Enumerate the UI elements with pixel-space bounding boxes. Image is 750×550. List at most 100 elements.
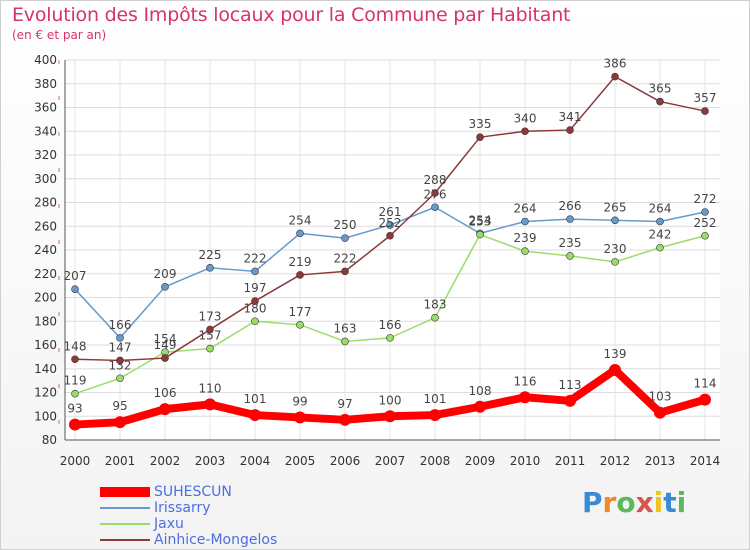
data-label: 341 [559, 110, 582, 124]
legend-item-irissarry: Irissarry [100, 500, 277, 516]
data-point [521, 217, 529, 226]
y-tick-label: 160 [34, 338, 57, 352]
y-tick-label: 300 [34, 172, 57, 186]
x-tick-label: 2011 [555, 454, 586, 468]
y-tick-label: 400 [34, 53, 57, 67]
x-tick-label: 2010 [510, 454, 541, 468]
data-point [71, 389, 79, 398]
data-label: 108 [469, 384, 492, 398]
data-point [161, 283, 169, 291]
data-label: 173 [199, 310, 222, 324]
data-label: 230 [604, 242, 627, 256]
data-point [116, 374, 124, 383]
logo-letter: i [653, 486, 664, 519]
x-tick-label: 2002 [150, 454, 181, 468]
legend-label-jaxu: Jaxu [154, 516, 184, 532]
data-label: 100 [379, 393, 402, 407]
data-label: 103 [649, 390, 672, 404]
data-label: 149 [154, 338, 177, 352]
data-label: 166 [109, 318, 132, 332]
data-point [701, 208, 709, 216]
y-tick-label: 140 [34, 362, 57, 376]
data-point [656, 97, 664, 106]
data-label: 252 [379, 216, 402, 230]
data-point [249, 409, 261, 422]
data-point [429, 409, 441, 422]
data-label: 288 [424, 173, 447, 187]
data-label: 116 [514, 374, 537, 388]
data-label: 254 [289, 213, 312, 227]
data-point [431, 203, 439, 212]
data-point [204, 398, 216, 411]
data-point [474, 400, 486, 413]
data-label: 101 [424, 392, 447, 406]
data-label: 197 [244, 281, 267, 295]
data-point [386, 231, 394, 240]
data-label: 95 [112, 399, 127, 413]
data-point [251, 297, 259, 305]
data-label: 148 [64, 339, 87, 353]
data-label: 225 [199, 248, 222, 262]
logo-letter: P [582, 486, 603, 519]
data-label: 177 [289, 305, 312, 319]
data-point [611, 72, 619, 81]
y-tick-label: 380 [34, 77, 57, 91]
legend-item-suhescun: SUHESCUN [100, 484, 277, 500]
legend-swatch-jaxu [100, 523, 150, 525]
data-point [114, 416, 126, 429]
data-label: 265 [604, 200, 627, 214]
data-point [699, 393, 711, 406]
data-label: 132 [109, 358, 132, 372]
data-point [566, 126, 574, 134]
data-label: 154 [154, 332, 177, 346]
logo-letter: t [663, 486, 677, 519]
data-point [251, 317, 259, 326]
legend-item-ainhice-mongelos: Ainhice-Mongelos [100, 532, 277, 548]
data-point [386, 221, 394, 229]
data-point [206, 325, 214, 334]
data-label: 264 [514, 202, 537, 216]
data-point [386, 334, 394, 342]
data-label: 272 [694, 192, 717, 206]
legend-label-ainhice-mongelos: Ainhice-Mongelos [154, 532, 278, 548]
x-tick-label: 2004 [240, 454, 271, 468]
data-label: 119 [64, 374, 87, 388]
data-label: 264 [649, 202, 672, 216]
data-point [476, 133, 484, 141]
data-label: 114 [694, 377, 717, 391]
y-tick-label: 340 [34, 124, 57, 138]
data-point [521, 127, 529, 136]
data-point [476, 230, 484, 239]
data-point [566, 252, 574, 260]
x-tick-label: 2000 [60, 454, 91, 468]
data-label: 101 [244, 392, 267, 406]
data-point [656, 217, 664, 226]
data-point [116, 334, 124, 342]
data-point [294, 411, 306, 424]
x-tick-label: 2005 [285, 454, 316, 468]
data-point [296, 321, 304, 329]
y-tick-label: 360 [34, 101, 57, 115]
y-tick-label: 260 [34, 219, 57, 233]
legend: SUHESCUN Irissarry Jaxu Ainhice-Mongelos [100, 484, 277, 548]
data-label: 209 [154, 267, 177, 281]
data-point [71, 285, 79, 293]
data-label: 340 [514, 111, 537, 125]
chart-subtitle: (en € et par an) [12, 28, 107, 42]
data-point [566, 215, 574, 223]
logo-letter: i [676, 486, 687, 519]
legend-swatch-ainhice-mongelos [100, 539, 150, 541]
data-point [701, 231, 709, 240]
data-label: 222 [244, 251, 267, 265]
data-label: 239 [514, 231, 537, 245]
data-label: 261 [379, 205, 402, 219]
data-point [339, 413, 351, 426]
data-label: 235 [559, 236, 582, 250]
chart-title: Evolution des Impôts locaux pour la Comm… [12, 4, 571, 26]
x-tick-label: 2006 [330, 454, 361, 468]
data-label: 365 [649, 82, 672, 96]
data-label: 157 [199, 329, 222, 343]
data-label: 250 [334, 218, 357, 232]
data-label: 93 [67, 402, 82, 416]
